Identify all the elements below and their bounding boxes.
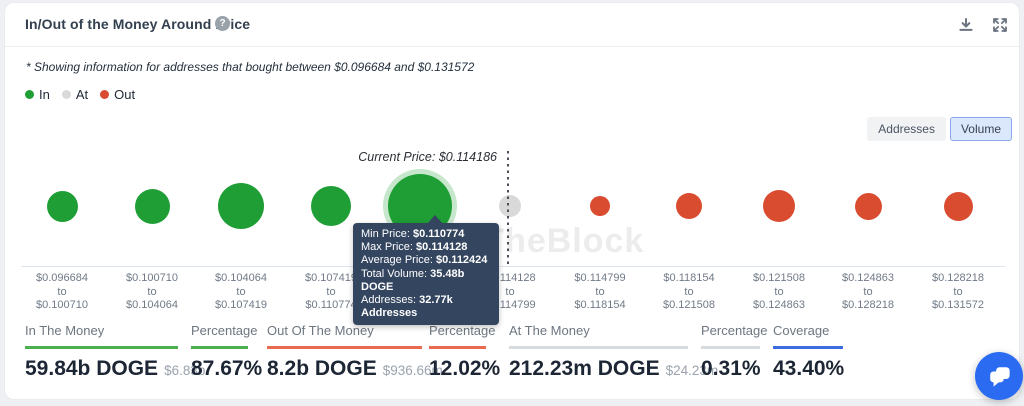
in-dot-icon	[25, 90, 34, 99]
toggle-volume-button[interactable]: Volume	[949, 117, 1012, 141]
x-axis-label: $0.118154 to $0.121508	[663, 272, 715, 311]
tooltip-row: Average Price: $0.112424	[361, 254, 488, 267]
stat-label: Out Of The Money	[267, 323, 422, 349]
x-axis-label: $0.128218 to $0.131572	[932, 272, 984, 311]
price-bubble-in[interactable]	[311, 186, 351, 226]
stat-value: 12.02%	[429, 357, 501, 380]
price-bubble-out[interactable]	[854, 192, 882, 220]
stat-label: Percentage	[429, 323, 496, 349]
legend-item-in[interactable]: In	[25, 87, 50, 102]
tooltip-row: Total Volume: 35.48b DOGE	[361, 267, 465, 293]
stat-label: Percentage	[701, 323, 768, 349]
x-axis-label: $0.107419 to $0.110774	[305, 272, 357, 311]
stat-percentage: Percentage 87.67%	[191, 323, 263, 381]
price-bubble-out[interactable]	[590, 196, 610, 216]
stat-label: Percentage	[191, 323, 258, 349]
price-bubble-out[interactable]	[943, 191, 973, 221]
price-bubble-in[interactable]	[134, 188, 170, 224]
price-bubble-at[interactable]	[499, 195, 521, 217]
bubble-chart: IntoTheBlock Current Price: $0.114186 $0…	[5, 3, 1019, 399]
legend-item-at[interactable]: At	[61, 87, 89, 102]
expand-icon[interactable]	[991, 16, 1009, 34]
stat-percentage: Percentage 0.31%	[701, 323, 768, 381]
chat-launcher-button[interactable]	[975, 352, 1023, 400]
legend-item-out[interactable]: Out	[100, 87, 135, 102]
range-note: * Showing information for addresses that…	[26, 60, 475, 74]
x-axis-label: $0.114799 to $0.118154	[574, 272, 626, 311]
stat-label: At The Money	[509, 323, 688, 349]
x-axis-label: $0.124863 to $0.128218	[842, 272, 894, 311]
current-price-line	[507, 151, 509, 265]
download-icon[interactable]	[957, 16, 975, 34]
legend-label: Out	[114, 87, 136, 102]
legend-label: At	[75, 87, 89, 102]
addresses-volume-toggle: Addresses Volume	[867, 117, 1012, 141]
x-axis-label: $0.121508 to $0.124863	[753, 272, 805, 311]
page-title: In/Out of the Money Around Price	[25, 16, 251, 32]
at-dot-icon	[61, 90, 71, 99]
price-bubble-in[interactable]	[218, 183, 264, 229]
bubble-tooltip: Min Price: $0.110774 Max Price: $0.114128…	[353, 214, 499, 326]
chat-bubbles-icon	[989, 366, 1010, 387]
tooltip-row: Max Price: $0.114128	[361, 241, 468, 254]
stat-value: 43.40%	[773, 357, 845, 380]
stat-label: In The Money	[25, 323, 178, 349]
stat-value: 8.2b DOGE $936.66m	[267, 357, 443, 380]
stat-coverage: Coverage 43.40%	[773, 323, 845, 381]
out-dot-icon	[100, 90, 110, 99]
stat-label: Coverage	[773, 323, 843, 349]
summary-stats: In The Money 59.84b DOGE $6.83b Percentage 8…	[5, 323, 1019, 393]
help-icon[interactable]: ?	[215, 16, 230, 31]
price-bubble-out[interactable]	[676, 193, 702, 219]
stat-at-the-money: At The Money 212.23m DOGE $24.23m	[509, 323, 719, 381]
legend: In At Out	[25, 87, 135, 102]
widget-header: In/Out of the Money Around Price ?	[5, 3, 1019, 47]
price-bubble-in[interactable]	[46, 190, 78, 222]
current-price-label: Current Price: $0.114186	[358, 150, 497, 164]
x-axis-label: $0.104064 to $0.107419	[215, 272, 267, 311]
stat-value: 59.84b DOGE $6.83b	[25, 357, 206, 380]
stat-out-of-the-money: Out Of The Money 8.2b DOGE $936.66m	[267, 323, 443, 381]
in-out-money-widget: In/Out of the Money Around Price ? * Sho…	[4, 2, 1023, 400]
stat-value: 212.23m DOGE $24.23m	[509, 357, 719, 380]
legend-label: In	[39, 87, 50, 102]
x-axis-label: $0.096684 to $0.100710	[36, 272, 88, 311]
x-axis-line	[21, 266, 1005, 267]
stat-in-the-money: In The Money 59.84b DOGE $6.83b	[25, 323, 206, 381]
price-bubble-out[interactable]	[763, 190, 795, 222]
stat-percentage: Percentage 12.02%	[429, 323, 501, 381]
tooltip-row: Min Price: $0.110774	[361, 228, 465, 240]
tooltip-row: Addresses: 32.77k Addresses	[361, 294, 453, 320]
stat-value: 87.67%	[191, 357, 263, 380]
x-axis-label: $0.100710 to $0.104064	[126, 272, 178, 311]
stat-value: 0.31%	[701, 357, 761, 380]
toggle-addresses-button[interactable]: Addresses	[867, 117, 946, 141]
